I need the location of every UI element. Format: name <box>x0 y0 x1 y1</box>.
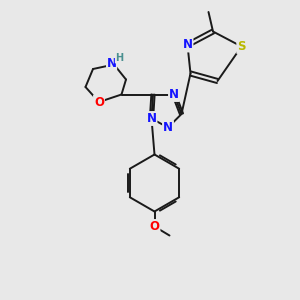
Text: H: H <box>115 53 124 63</box>
Text: N: N <box>106 56 117 70</box>
Text: O: O <box>94 95 104 109</box>
Text: O: O <box>149 220 160 233</box>
Text: S: S <box>237 40 246 53</box>
Text: N: N <box>182 38 193 52</box>
Text: N: N <box>169 88 179 101</box>
Text: N: N <box>146 112 157 125</box>
Text: N: N <box>163 121 173 134</box>
